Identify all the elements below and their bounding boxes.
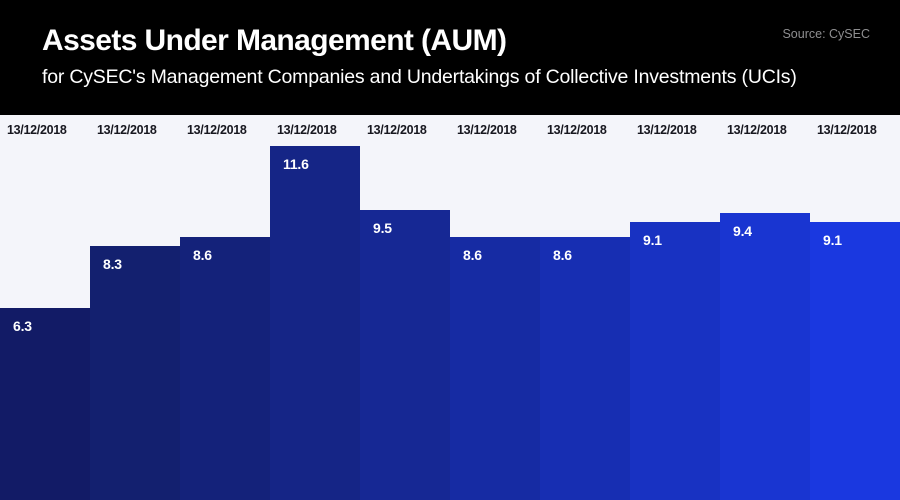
chart-subtitle: for CySEC's Management Companies and Und… [42, 66, 797, 88]
bar: 8.6 [540, 237, 630, 500]
bar-column: 13/12/2018 9.1 [630, 115, 720, 500]
bar: 11.6 [270, 145, 360, 500]
bar-date-label: 13/12/2018 [727, 123, 787, 137]
bar: 8.3 [90, 246, 180, 500]
bar-column: 13/12/2018 11.6 [270, 115, 360, 500]
bar-value-label: 8.6 [193, 247, 212, 264]
bar-column: 13/12/2018 8.6 [450, 115, 540, 500]
bar-column: 13/12/2018 9.5 [360, 115, 450, 500]
bar-date-label: 13/12/2018 [637, 123, 697, 137]
bar-date-label: 13/12/2018 [97, 123, 157, 137]
bar: 9.4 [720, 212, 810, 500]
bar-value-label: 8.6 [553, 247, 572, 264]
bar-column: 13/12/2018 9.4 [720, 115, 810, 500]
bar-column: 13/12/2018 6.3 [0, 115, 90, 500]
bar-value-label: 6.3 [13, 317, 32, 334]
chart-title: Assets Under Management (AUM) [42, 24, 507, 57]
bar: 9.5 [360, 209, 450, 500]
bar-value-label: 9.4 [733, 222, 752, 239]
bar-date-label: 13/12/2018 [817, 123, 877, 137]
bar-value-label: 9.1 [643, 231, 662, 248]
bar: 6.3 [0, 307, 90, 500]
bar-column: 13/12/2018 8.3 [90, 115, 180, 500]
bar-value-label: 8.6 [463, 247, 482, 264]
bar: 9.1 [630, 221, 720, 500]
bar-column: 13/12/2018 8.6 [180, 115, 270, 500]
bar-date-label: 13/12/2018 [367, 123, 427, 137]
bar: 9.1 [810, 221, 900, 500]
bar-date-label: 13/12/2018 [187, 123, 247, 137]
bar-date-label: 13/12/2018 [277, 123, 337, 137]
bar-value-label: 11.6 [283, 155, 309, 172]
bar-date-label: 13/12/2018 [547, 123, 607, 137]
bar-date-label: 13/12/2018 [7, 123, 67, 137]
chart-header: Assets Under Management (AUM) for CySEC'… [0, 0, 900, 115]
bar-date-label: 13/12/2018 [457, 123, 517, 137]
chart-source: Source: CySEC [782, 27, 870, 41]
bar-value-label: 9.1 [823, 231, 842, 248]
bar-chart-plot-area: 13/12/2018 6.3 13/12/2018 8.3 13/12/2018… [0, 115, 900, 500]
bar-column: 13/12/2018 9.1 [810, 115, 900, 500]
bar: 8.6 [450, 237, 540, 500]
bar-column: 13/12/2018 8.6 [540, 115, 630, 500]
bar: 8.6 [180, 237, 270, 500]
bar-value-label: 9.5 [373, 219, 392, 236]
bar-value-label: 8.3 [103, 256, 122, 273]
